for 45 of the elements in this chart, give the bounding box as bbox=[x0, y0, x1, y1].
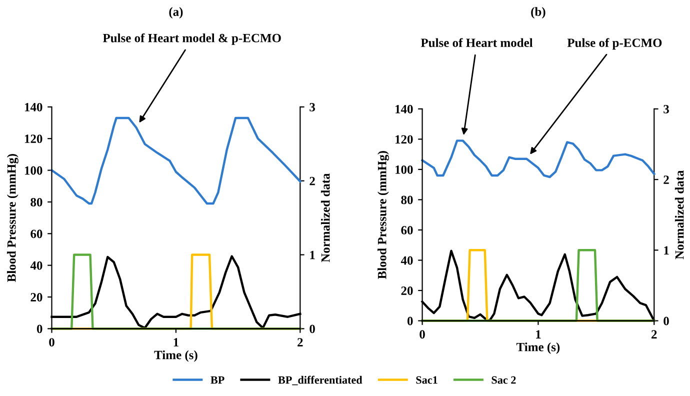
x-tick-label: 1 bbox=[174, 338, 178, 346]
legend-label: BP bbox=[210, 376, 224, 384]
y2-tick-label: 0 bbox=[664, 316, 669, 326]
y2-tick-label: 2 bbox=[664, 176, 669, 184]
y-tick-label: 100 bbox=[396, 165, 413, 174]
annotation: Pulse of p-ECMO bbox=[567, 38, 662, 50]
line-series bbox=[421, 140, 656, 178]
y2-tick-label: 1 bbox=[310, 250, 315, 260]
y-tick-label: 140 bbox=[24, 102, 42, 112]
y2-tick-label: 3 bbox=[664, 104, 669, 114]
y2-axis-title: Normalized data bbox=[674, 170, 684, 260]
y-tick-label: 80 bbox=[30, 198, 42, 206]
y-tick-label: 140 bbox=[396, 104, 413, 114]
x-tick-label: 2 bbox=[652, 330, 657, 338]
y2-tick-label: 3 bbox=[310, 102, 315, 112]
x-tick-label: 0 bbox=[49, 338, 54, 347]
y-axis-title: Blood Pressure (mmHg) bbox=[378, 151, 389, 279]
x-tick-label: 1 bbox=[536, 330, 541, 338]
y-tick-label: 20 bbox=[30, 293, 42, 302]
y2-tick-label: 1 bbox=[664, 246, 669, 254]
chart-title: (b) bbox=[531, 7, 546, 18]
x-axis-title: Time (s) bbox=[516, 342, 560, 354]
legend-label: Sac1 bbox=[416, 376, 438, 384]
line-series bbox=[50, 116, 302, 205]
y2-tick-label: 2 bbox=[310, 176, 315, 186]
y-tick-label: 20 bbox=[401, 286, 413, 295]
y-tick-label: 60 bbox=[30, 230, 42, 238]
legend-label: Sac 2 bbox=[492, 376, 516, 384]
y-tick-label: 100 bbox=[24, 166, 42, 175]
annotation: Pulse of Heart model & p-ECMO bbox=[102, 33, 281, 45]
y-tick-label: 80 bbox=[401, 196, 413, 204]
y-tick-label: 120 bbox=[24, 134, 42, 144]
y-tick-label: 40 bbox=[30, 261, 42, 270]
y-tick-label: 60 bbox=[401, 226, 413, 234]
x-tick-label: 0 bbox=[420, 330, 425, 339]
y-axis-title: Blood Pressure (mmHg) bbox=[6, 154, 18, 282]
annotation: Pulse of Heart model bbox=[420, 38, 533, 48]
y2-axis-title: Normalized data bbox=[320, 173, 330, 262]
y-tick-label: 40 bbox=[400, 256, 413, 265]
y-tick-label: 120 bbox=[396, 135, 413, 144]
legend-label: BP_differentiated bbox=[278, 376, 362, 386]
chart-title: (a) bbox=[169, 7, 183, 18]
y-tick-label: 0 bbox=[407, 316, 413, 326]
x-tick-label: 2 bbox=[298, 338, 303, 346]
x-axis-title: Time (s) bbox=[154, 350, 198, 362]
